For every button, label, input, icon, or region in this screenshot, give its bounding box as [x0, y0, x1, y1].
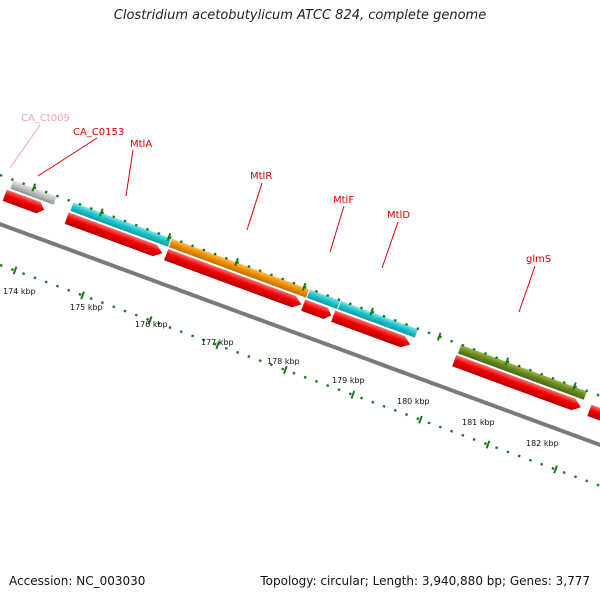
lower-major-tick: [485, 440, 491, 449]
lower-major-tick: [12, 266, 18, 275]
leader-line-mtla: [125, 149, 134, 197]
upper-major-tick: [504, 357, 510, 366]
gene-label-mtlr[interactable]: MtlR: [250, 171, 272, 182]
leader-line-glms: [518, 265, 536, 313]
upper-major-tick: [99, 208, 104, 217]
lower-ruler-minor-ticks: [0, 263, 600, 495]
lower-major-tick: [147, 316, 153, 325]
gene-leader-lines: [9, 124, 536, 313]
leader-line-mtld: [381, 221, 399, 269]
leader-line-ca-c0153: [37, 137, 98, 177]
lower-ruler: [0, 263, 600, 495]
cds-arrow-mtla[interactable]: [64, 212, 165, 258]
upper-major-tick: [234, 257, 239, 267]
lower-major-tick: [418, 415, 423, 424]
lower-major-tick: [282, 365, 288, 375]
gene-label-ca-ct009[interactable]: CA_Ct009: [21, 113, 70, 124]
upper-major-tick: [572, 382, 577, 391]
cds-arrow-partial[interactable]: [0, 180, 1, 199]
scale-label: 177 kbp: [201, 338, 234, 347]
gene-labels: CA_Ct009 CA_C0153 MtlA MtlR MtlF MtlD gl…: [21, 113, 551, 265]
feature-track: [0, 180, 600, 436]
gene-box-ct009[interactable]: [10, 180, 57, 205]
lower-major-tick: [553, 465, 558, 474]
gene-label-ca-c0153[interactable]: CA_C0153: [73, 127, 124, 138]
upper-major-tick: [166, 233, 172, 242]
lower-major-tick: [215, 341, 221, 350]
scale-label: 181 kbp: [462, 418, 495, 427]
upper-major-tick: [301, 282, 307, 291]
map-title: Clostridium acetobutylicum ATCC 824, com…: [113, 8, 487, 23]
scale-label: 179 kbp: [332, 376, 365, 385]
upper-ruler-minor-ticks: [0, 173, 600, 405]
gene-label-mtla[interactable]: MtlA: [130, 139, 152, 150]
gene-box-mtlr[interactable]: [168, 238, 310, 298]
cds-arrow-mtlf[interactable]: [301, 299, 333, 321]
lower-major-tick: [80, 291, 85, 300]
leader-line-ca-ct009: [9, 124, 41, 169]
leader-line-mtlf: [329, 205, 345, 253]
genome-summary-text: Topology: circular; Length: 3,940,880 bp…: [260, 574, 590, 588]
scale-label: 180 kbp: [397, 397, 430, 406]
backbone-group: [0, 215, 600, 461]
cds-arrow-mtld[interactable]: [331, 310, 412, 350]
gene-box-glms[interactable]: [457, 345, 587, 400]
accession-text: Accession: NC_003030: [9, 574, 146, 588]
scale-label: 176 kbp: [135, 320, 168, 329]
upper-major-tick: [369, 307, 374, 316]
leader-line-mtlr: [246, 182, 263, 231]
cds-arrow-glms[interactable]: [452, 355, 583, 413]
cds-arrow-next[interactable]: [587, 404, 600, 436]
scale-label: 174 kbp: [3, 287, 36, 296]
gene-box-mtlf[interactable]: [306, 289, 341, 309]
scale-label: 182 kbp: [526, 439, 559, 448]
upper-major-tick: [31, 183, 37, 192]
gene-box-mtld[interactable]: [337, 300, 418, 338]
gene-box-mtla[interactable]: [70, 202, 172, 247]
gene-label-glms[interactable]: glmS: [526, 254, 551, 265]
cds-arrow-mtlr[interactable]: [164, 249, 303, 310]
cds-arrow-ca-c0153[interactable]: [2, 189, 47, 216]
upper-ruler: [0, 173, 600, 405]
gene-label-mtld[interactable]: MtlD: [387, 210, 410, 221]
scale-labels: 174 kbp 175 kbp 176 kbp 177 kbp 178 kbp …: [3, 287, 559, 448]
scale-label: 175 kbp: [70, 303, 103, 312]
gene-label-mtlf[interactable]: MtlF: [333, 195, 354, 206]
scale-label: 178 kbp: [267, 357, 300, 366]
genome-backbone: [0, 215, 600, 461]
upper-major-tick: [436, 332, 442, 341]
lower-major-tick: [350, 390, 356, 399]
